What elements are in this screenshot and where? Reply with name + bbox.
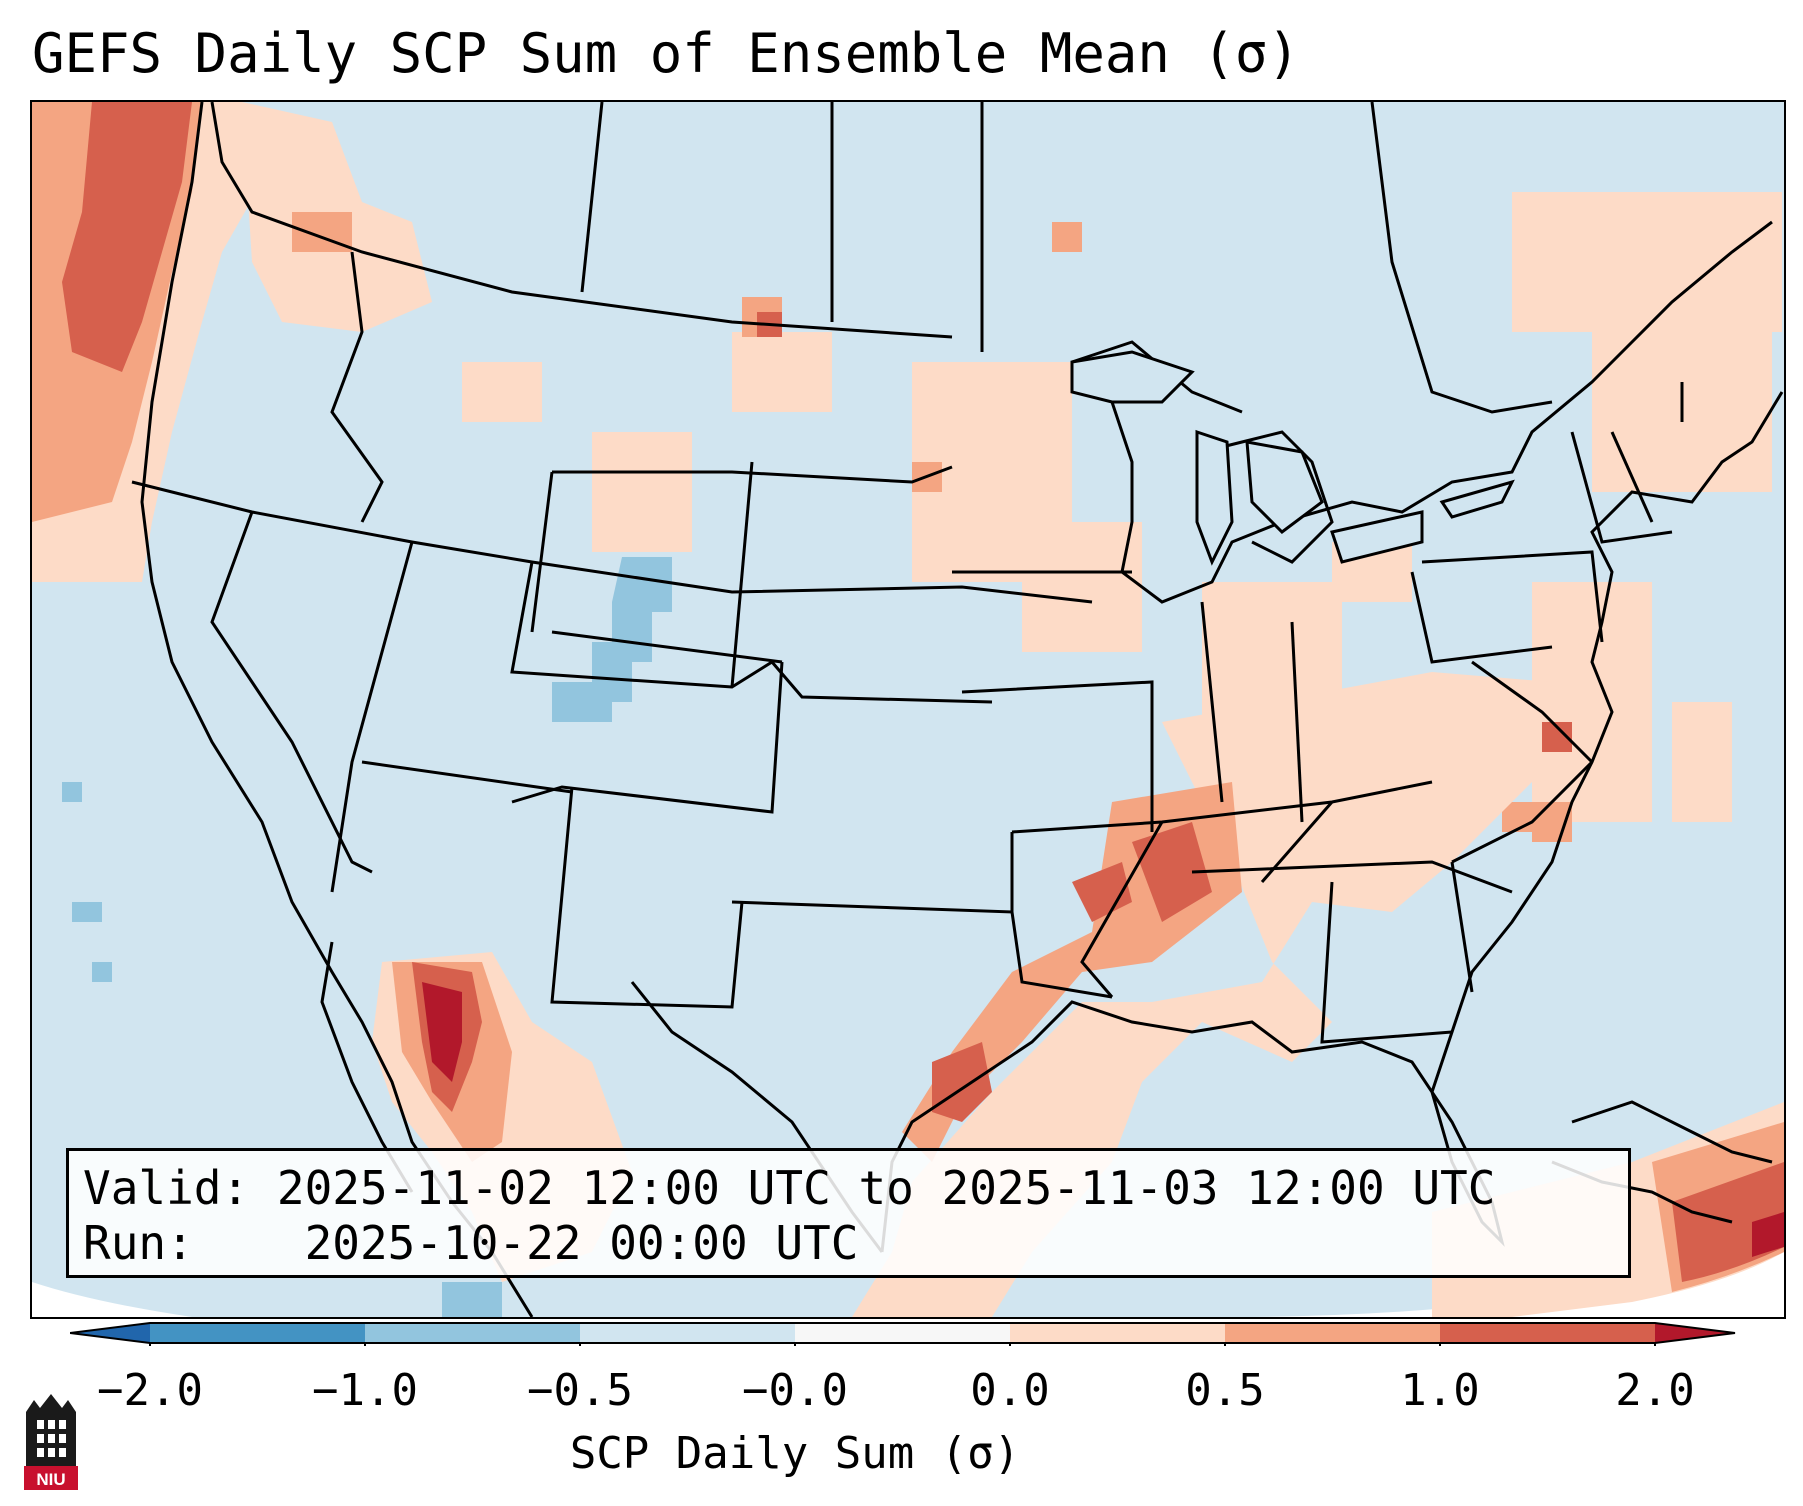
anomaly-pacific-northwest (32, 102, 432, 582)
map-canvas (32, 102, 1784, 1317)
colorbar-label: SCP Daily Sum (σ) (569, 1428, 1021, 1479)
niu-logo: NIU (24, 1394, 78, 1490)
colorbar-extend-low (70, 1323, 150, 1343)
colorbar-bin-3 (580, 1323, 795, 1343)
colorbar-bin-6 (1225, 1323, 1440, 1343)
colorbar-bin-1 (150, 1323, 365, 1343)
map-panel[interactable] (30, 100, 1786, 1319)
colorbar-bin-5 (1010, 1323, 1225, 1343)
colorbar (70, 1322, 1736, 1346)
run-time: 2025-10-22 00:00 UTC (304, 1216, 859, 1270)
colorbar-tick-label: 0.5 (1185, 1365, 1265, 1416)
valid-time-range: 2025-11-02 12:00 UTC to 2025-11-03 12:00… (276, 1161, 1496, 1215)
colorbar-tick-label: 1.0 (1400, 1365, 1480, 1416)
colorbar-tick-label: −0.5 (527, 1365, 633, 1416)
logo-banner (24, 1466, 78, 1490)
colorbar-tick-label: 0.0 (970, 1365, 1050, 1416)
run-label: Run: (83, 1216, 194, 1270)
chart-title: GEFS Daily SCP Sum of Ensemble Mean (σ) (32, 22, 1300, 85)
colorbar-tick-label: −0.0 (742, 1365, 848, 1416)
state-borders (131, 102, 1684, 1253)
colorbar-bin-4 (795, 1323, 1010, 1343)
colorbar-bin-7 (1440, 1323, 1655, 1343)
colorbar-tick-label: −1.0 (312, 1365, 418, 1416)
great-lakes (1070, 350, 1515, 566)
colorbar-extend-high (1655, 1323, 1735, 1343)
colorbar-tick-label: 2.0 (1615, 1365, 1695, 1416)
logo-text: NIU (36, 1470, 65, 1489)
valid-run-info-box: Valid: 2025-11-02 12:00 UTC to 2025-11-0… (66, 1148, 1631, 1278)
anomaly-scattered-north (462, 192, 1782, 822)
colorbar-bin-2 (365, 1323, 580, 1343)
valid-label: Valid: (83, 1161, 250, 1215)
colorbar-tick-label: −2.0 (97, 1365, 203, 1416)
